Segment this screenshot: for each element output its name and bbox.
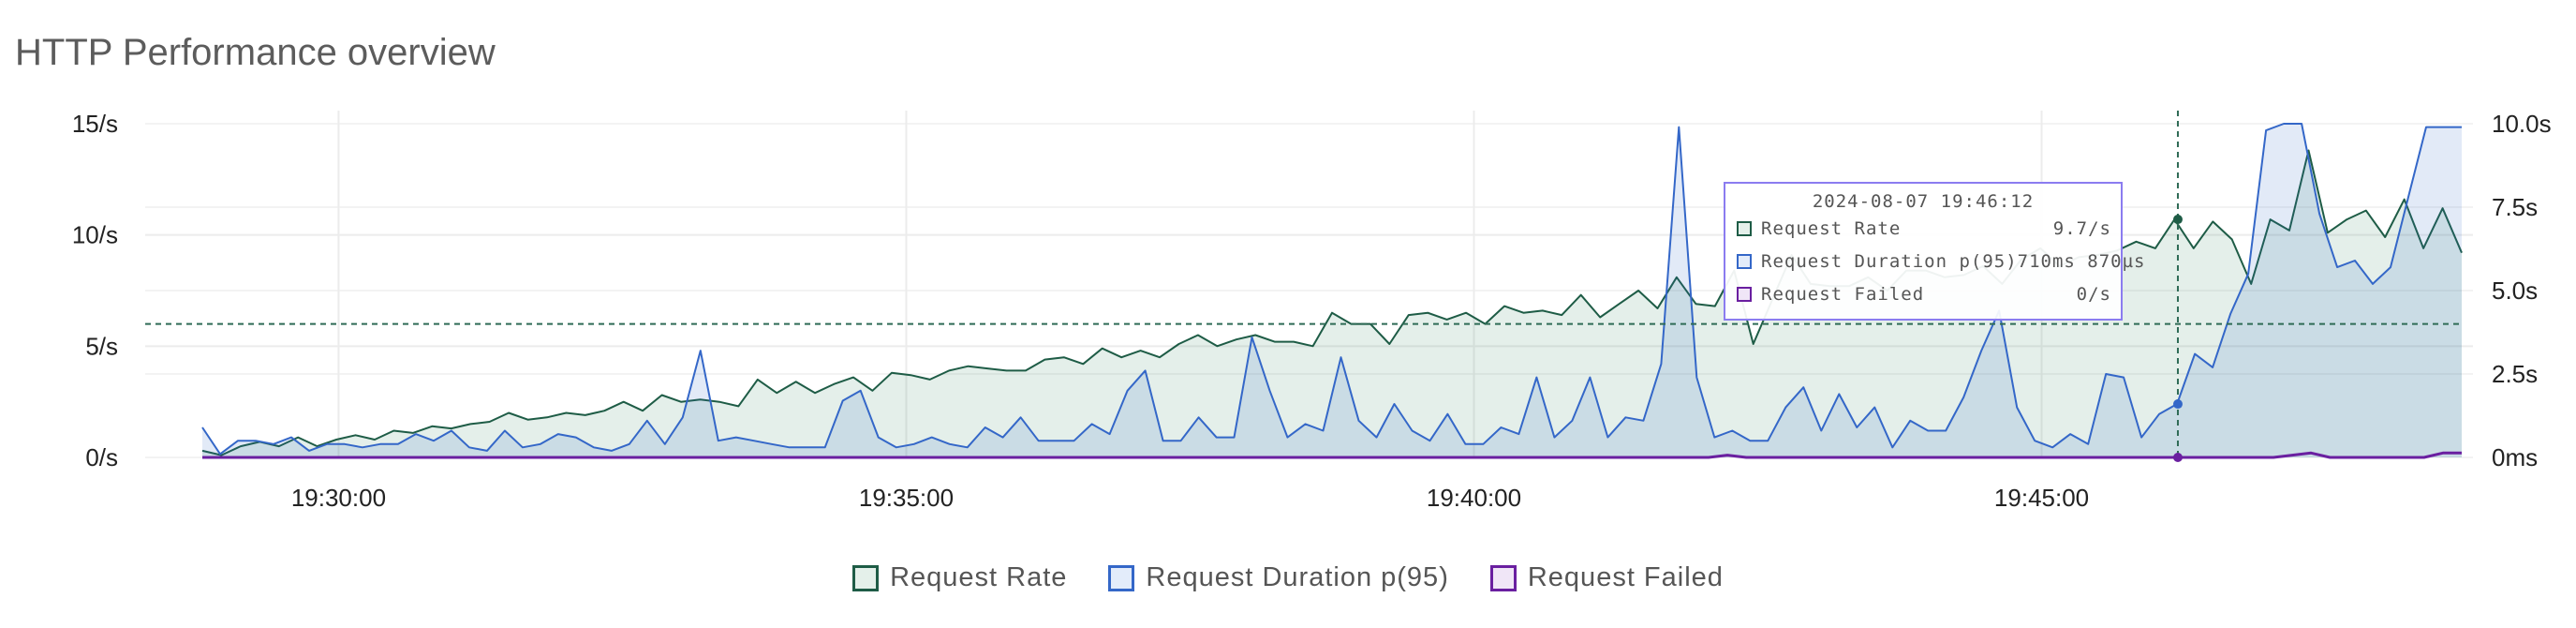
tooltip-row-request-failed: Request Failed 0/s: [1725, 277, 2121, 310]
series-area-request-rate: [202, 150, 2462, 457]
legend-item-request-duration[interactable]: Request Duration p(95): [1108, 562, 1448, 593]
tooltip-value: 710ms 870µs: [2017, 250, 2146, 272]
legend-label: Request Duration p(95): [1146, 562, 1449, 592]
chart-legend: Request Rate Request Duration p(95) Requ…: [0, 562, 2576, 593]
tooltip-label: Request Failed: [1761, 283, 1925, 305]
hover-marker: [2172, 453, 2183, 462]
y-right-tick-label: 7.5s: [2492, 193, 2538, 221]
tooltip-row-request-duration: Request Duration p(95) 710ms 870µs: [1725, 245, 2145, 277]
legend-label: Request Rate: [890, 562, 1068, 592]
y-right-tick-label: 2.5s: [2492, 360, 2538, 388]
y-left-tick-label: 15/s: [72, 110, 118, 138]
request-failed-legend-swatch-icon: [1489, 564, 1517, 591]
tooltip-time: 2024-08-07 19:46:12: [1812, 191, 2035, 212]
hover-tooltip: 2024-08-07 19:46:12 Request Rate 9.7/s R…: [1724, 182, 2145, 321]
tooltip-row-request-rate: Request Rate 9.7/s: [1725, 212, 2121, 245]
legend-item-request-rate[interactable]: Request Rate: [852, 562, 1067, 593]
series-area-request-duration-p-95-: [202, 124, 2462, 457]
hover-marker: [2172, 399, 2183, 410]
request-duration-swatch-icon: [1737, 253, 1752, 269]
request-failed-swatch-icon: [1737, 286, 1752, 302]
x-tick-label: 19:40:00: [1427, 484, 1521, 512]
tooltip-value: 0/s: [2076, 283, 2111, 305]
y-left-tick-label: 5/s: [85, 332, 118, 360]
series-line-request-failed: [202, 451, 2462, 459]
y-right-tick-label: 10.0s: [2492, 110, 2552, 138]
request-rate-swatch-icon: [1737, 220, 1752, 236]
request-rate-legend-swatch-icon: [852, 564, 880, 591]
x-tick-label: 19:30:00: [291, 484, 386, 512]
y-left-tick-label: 10/s: [72, 221, 118, 249]
y-right-tick-label: 5.0s: [2492, 277, 2538, 305]
chart-title: HTTP Performance overview: [15, 32, 496, 73]
x-tick-label: 19:45:00: [1994, 484, 2089, 512]
hover-marker: [2172, 215, 2183, 225]
tooltip-label: Request Duration p(95): [1761, 250, 2018, 272]
tooltip-label: Request Rate: [1761, 217, 1902, 239]
legend-label: Request Failed: [1527, 562, 1724, 592]
tooltip-value: 9.7/s: [2052, 217, 2111, 239]
y-right-tick-label: 0ms: [2492, 443, 2538, 471]
request-duration-legend-swatch-icon: [1108, 564, 1135, 591]
y-left-tick-label: 0/s: [85, 443, 118, 471]
legend-item-request-failed[interactable]: Request Failed: [1489, 562, 1724, 593]
series-line-request-duration-p-95-: [201, 123, 2462, 456]
x-tick-label: 19:35:00: [859, 484, 954, 512]
http-performance-chart[interactable]: 0/s 5/s 10/s 15/s 0ms 2.5s 5.0s 7.5s 10.0s 19:30:…: [0, 0, 2576, 544]
